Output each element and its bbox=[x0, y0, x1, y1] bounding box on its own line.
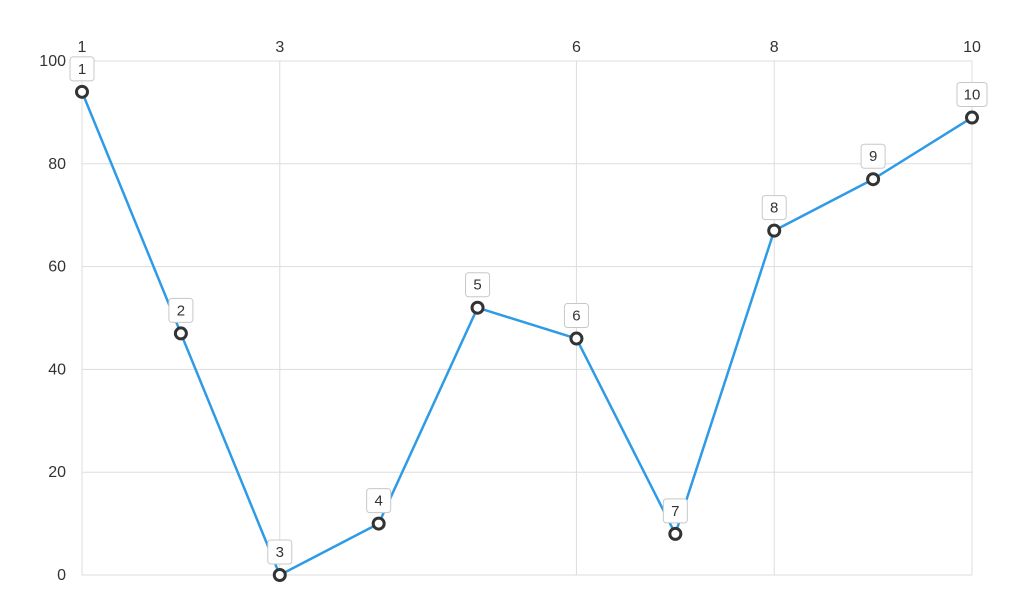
data-label: 6 bbox=[563, 303, 589, 329]
y-tick-label: 100 bbox=[39, 53, 66, 70]
data-point bbox=[470, 300, 485, 315]
x-tick-label: 8 bbox=[770, 39, 779, 56]
x-tick-label: 1 bbox=[78, 39, 87, 56]
data-label-box bbox=[168, 297, 194, 323]
data-label-text: 2 bbox=[177, 302, 185, 319]
data-label-box bbox=[761, 195, 787, 221]
x-tick-label: 3 bbox=[275, 39, 284, 56]
data-label-text: 3 bbox=[276, 544, 284, 561]
data-point bbox=[272, 568, 287, 582]
data-label-box bbox=[956, 82, 988, 108]
data-label-box bbox=[366, 488, 392, 514]
data-label-box bbox=[662, 498, 688, 524]
x-tick-label: 10 bbox=[963, 39, 981, 56]
data-label-text: 8 bbox=[770, 200, 778, 217]
data-label: 3 bbox=[267, 539, 293, 565]
data-label-text: 1 bbox=[78, 61, 86, 78]
data-label-text: 6 bbox=[572, 308, 580, 325]
data-label-text: 7 bbox=[671, 503, 679, 520]
series bbox=[80, 91, 973, 577]
data-label-box bbox=[267, 539, 293, 565]
y-axis: 0 20 40 60 80 100 bbox=[39, 53, 66, 584]
data-label-text: 10 bbox=[964, 87, 981, 104]
data-label-box bbox=[860, 143, 886, 169]
data-label-box bbox=[563, 303, 589, 329]
data-point bbox=[866, 172, 881, 187]
data-labels: 1 2 3 4 5 6 7 8 9 10 bbox=[69, 56, 988, 565]
data-point bbox=[371, 516, 386, 531]
x-axis: 1 3 6 8 10 bbox=[78, 39, 981, 56]
data-point bbox=[173, 326, 188, 341]
data-points bbox=[75, 84, 979, 582]
data-label: 9 bbox=[860, 143, 886, 169]
data-label-text: 9 bbox=[869, 148, 877, 165]
data-label: 4 bbox=[366, 488, 392, 514]
y-tick-label: 20 bbox=[48, 464, 66, 481]
x-tick-label: 6 bbox=[572, 39, 581, 56]
data-point bbox=[75, 84, 89, 99]
data-point bbox=[965, 110, 979, 125]
data-label-text: 5 bbox=[473, 277, 481, 294]
data-label: 8 bbox=[761, 195, 787, 221]
data-point bbox=[668, 526, 683, 541]
data-point bbox=[767, 223, 782, 238]
data-label: 5 bbox=[465, 272, 491, 298]
data-label-box bbox=[69, 56, 95, 82]
y-tick-label: 0 bbox=[57, 567, 66, 584]
data-point bbox=[569, 331, 584, 346]
y-tick-label: 80 bbox=[48, 156, 66, 173]
series-line bbox=[80, 91, 973, 577]
y-tick-label: 40 bbox=[48, 361, 66, 378]
grid bbox=[81, 60, 973, 576]
data-label: 7 bbox=[662, 498, 688, 524]
data-label: 1 bbox=[69, 56, 95, 82]
data-label: 10 bbox=[956, 82, 988, 108]
data-label-text: 4 bbox=[374, 493, 382, 510]
data-label: 2 bbox=[168, 297, 194, 323]
y-tick-label: 60 bbox=[48, 259, 66, 276]
data-label-box bbox=[465, 272, 491, 298]
